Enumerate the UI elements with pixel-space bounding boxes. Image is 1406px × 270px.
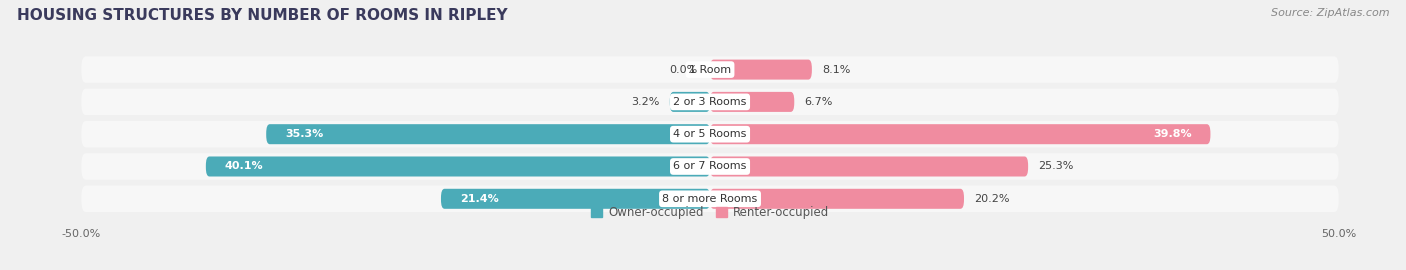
FancyBboxPatch shape (82, 89, 1339, 115)
Text: 1 Room: 1 Room (689, 65, 731, 75)
Text: 6 or 7 Rooms: 6 or 7 Rooms (673, 161, 747, 171)
Text: Source: ZipAtlas.com: Source: ZipAtlas.com (1271, 8, 1389, 18)
Text: 39.8%: 39.8% (1153, 129, 1191, 139)
Text: 2 or 3 Rooms: 2 or 3 Rooms (673, 97, 747, 107)
Text: 4 or 5 Rooms: 4 or 5 Rooms (673, 129, 747, 139)
FancyBboxPatch shape (710, 124, 1211, 144)
Text: 8.1%: 8.1% (823, 65, 851, 75)
Text: 20.2%: 20.2% (974, 194, 1010, 204)
FancyBboxPatch shape (82, 153, 1339, 180)
Text: 0.0%: 0.0% (669, 65, 697, 75)
FancyBboxPatch shape (82, 185, 1339, 212)
Text: 6.7%: 6.7% (804, 97, 832, 107)
FancyBboxPatch shape (710, 92, 794, 112)
Legend: Owner-occupied, Renter-occupied: Owner-occupied, Renter-occupied (586, 202, 834, 224)
Text: 25.3%: 25.3% (1038, 161, 1074, 171)
Text: 3.2%: 3.2% (631, 97, 659, 107)
FancyBboxPatch shape (82, 56, 1339, 83)
FancyBboxPatch shape (710, 60, 811, 80)
FancyBboxPatch shape (441, 189, 710, 209)
FancyBboxPatch shape (82, 121, 1339, 147)
FancyBboxPatch shape (205, 157, 710, 177)
Text: 21.4%: 21.4% (460, 194, 499, 204)
FancyBboxPatch shape (266, 124, 710, 144)
Text: 35.3%: 35.3% (285, 129, 323, 139)
Text: 40.1%: 40.1% (225, 161, 263, 171)
Text: 8 or more Rooms: 8 or more Rooms (662, 194, 758, 204)
Text: HOUSING STRUCTURES BY NUMBER OF ROOMS IN RIPLEY: HOUSING STRUCTURES BY NUMBER OF ROOMS IN… (17, 8, 508, 23)
FancyBboxPatch shape (669, 92, 710, 112)
FancyBboxPatch shape (710, 189, 965, 209)
FancyBboxPatch shape (710, 157, 1028, 177)
